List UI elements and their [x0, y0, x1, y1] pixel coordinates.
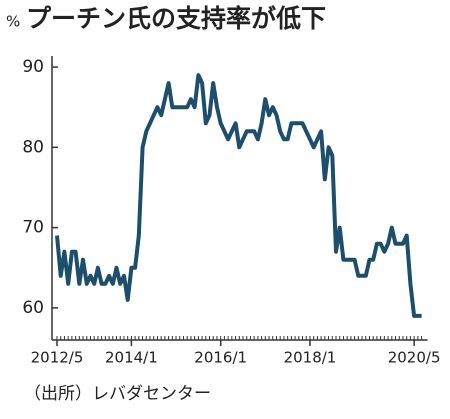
y-tick-label: 70 — [22, 218, 44, 238]
y-tick-label: 60 — [22, 298, 44, 318]
data-line — [55, 73, 422, 318]
x-tick-label: 2014/1 — [105, 349, 158, 367]
chart-title: プーチン氏の支持率が低下 — [26, 4, 326, 33]
y-tick-label: 80 — [22, 137, 44, 157]
x-tick-label: 2018/1 — [284, 349, 337, 367]
x-tick-label: 2016/1 — [194, 349, 247, 367]
source: （出所）レバダセンター — [24, 384, 211, 404]
y-tick-label: 90 — [22, 57, 44, 77]
y-unit: % — [6, 13, 20, 31]
x-tick-label: 2020/5 — [388, 349, 441, 367]
x-tick-label: 2012/5 — [31, 349, 84, 367]
